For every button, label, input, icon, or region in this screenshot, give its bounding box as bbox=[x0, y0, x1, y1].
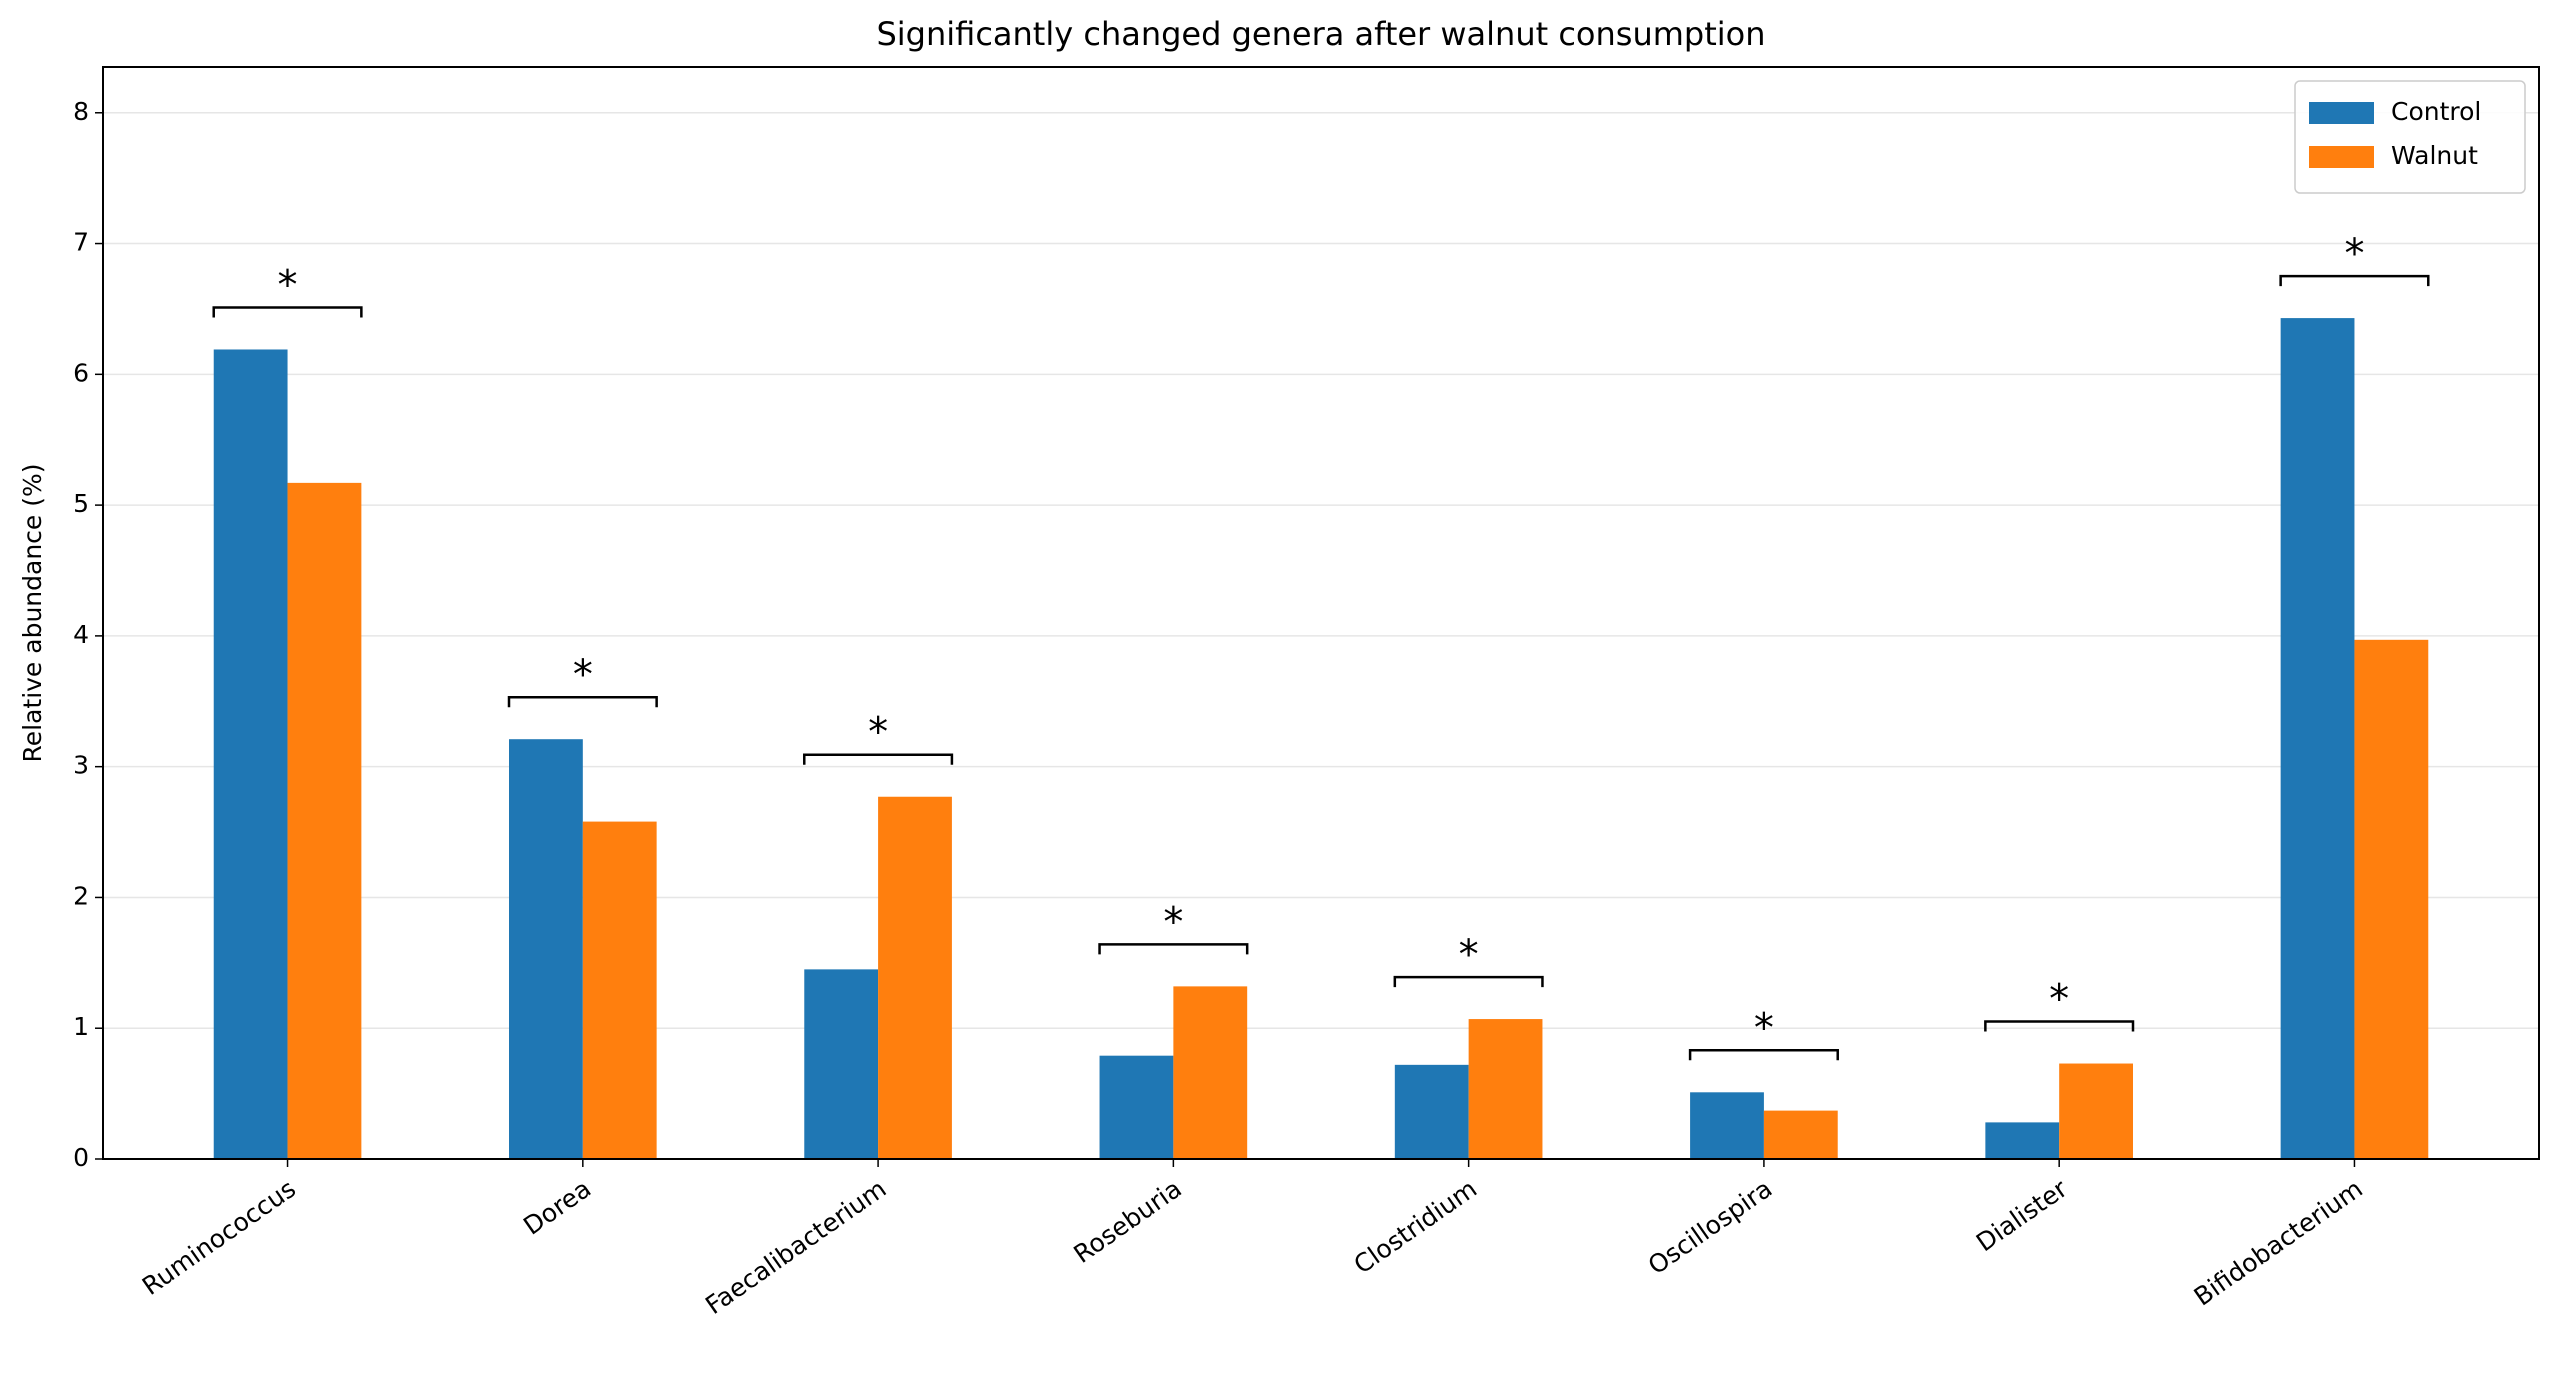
legend-swatch bbox=[2309, 146, 2374, 168]
y-tick-label: 2 bbox=[73, 881, 89, 910]
bar bbox=[1099, 1055, 1174, 1159]
significance-label: * bbox=[2049, 977, 2069, 1023]
y-axis-label: Relative abundance (%) bbox=[18, 463, 47, 762]
significance-label: * bbox=[1459, 932, 1479, 978]
legend-label: Walnut bbox=[2391, 141, 2478, 170]
bar bbox=[2059, 1063, 2133, 1159]
bar bbox=[878, 796, 952, 1159]
significance-bracket bbox=[507, 695, 658, 708]
significance-label: * bbox=[1163, 899, 1183, 945]
y-tick-label: 3 bbox=[73, 751, 89, 780]
bar bbox=[2280, 318, 2355, 1159]
x-tick-label: Ruminococcus bbox=[137, 1174, 301, 1301]
x-tick-label: Dialister bbox=[1971, 1173, 2073, 1257]
x-tick-label: Bifidobacterium bbox=[2189, 1174, 2368, 1312]
bar bbox=[1173, 986, 1248, 1159]
y-tick-label: 5 bbox=[73, 489, 89, 518]
y-tick-label: 6 bbox=[73, 358, 89, 387]
x-tick-label: Faecalibacterium bbox=[700, 1174, 891, 1320]
legend-swatch bbox=[2309, 102, 2374, 124]
significance-label: * bbox=[278, 262, 298, 308]
significance-bracket bbox=[1393, 975, 1544, 988]
bar bbox=[509, 739, 583, 1159]
x-tick-label: Roseburia bbox=[1068, 1174, 1186, 1269]
y-tick-label: 4 bbox=[73, 620, 89, 649]
bar bbox=[582, 821, 657, 1159]
y-tick-label: 0 bbox=[73, 1143, 89, 1172]
bar bbox=[1763, 1110, 1838, 1159]
significance-label: * bbox=[1754, 1005, 1774, 1051]
bar bbox=[287, 482, 362, 1159]
significance-label: * bbox=[2344, 231, 2364, 277]
bar bbox=[1985, 1122, 2060, 1159]
significance-bracket bbox=[212, 306, 363, 318]
significance-bracket bbox=[2279, 274, 2430, 287]
significance-bracket bbox=[1688, 1049, 1839, 1061]
y-tick-label: 7 bbox=[73, 228, 89, 257]
x-tick-label: Dorea bbox=[518, 1174, 596, 1241]
plot-frame bbox=[102, 66, 2540, 1160]
x-tick-label: Oscillospira bbox=[1643, 1174, 1778, 1280]
bar bbox=[213, 349, 288, 1159]
bar bbox=[1468, 1019, 1543, 1159]
y-tick-label: 8 bbox=[73, 97, 89, 126]
significance-label: * bbox=[573, 652, 593, 698]
significance-bracket bbox=[1984, 1020, 2135, 1032]
bar bbox=[1690, 1092, 1764, 1159]
bar bbox=[2354, 639, 2429, 1159]
significance-bracket bbox=[803, 753, 954, 765]
significance-label: * bbox=[868, 710, 888, 756]
bar bbox=[804, 969, 879, 1159]
legend: Control Walnut bbox=[2294, 80, 2526, 194]
y-tick-label: 1 bbox=[73, 1012, 89, 1041]
significance-bracket bbox=[1098, 943, 1249, 955]
bar bbox=[1394, 1064, 1469, 1159]
x-tick-label: Clostridium bbox=[1349, 1174, 1483, 1280]
legend-label: Control bbox=[2391, 97, 2481, 126]
chart-title: Significantly changed genera after walnu… bbox=[876, 15, 1765, 53]
